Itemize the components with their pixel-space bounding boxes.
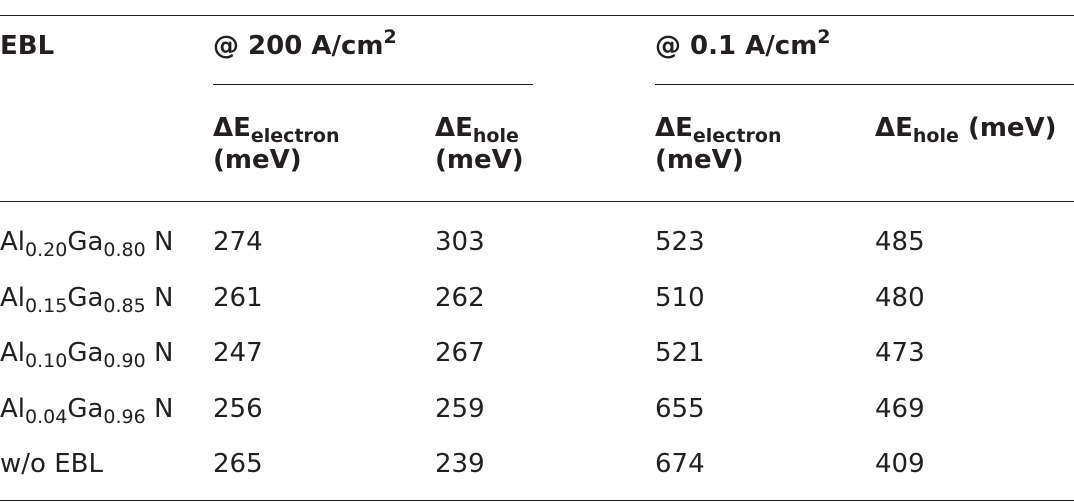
group-sup: 2 <box>817 26 831 48</box>
group-sup: 2 <box>383 26 397 48</box>
cell-value: 265 <box>213 449 263 479</box>
ebl-subscript: 0.04 <box>25 405 68 428</box>
ebl-subscript: 0.90 <box>103 350 146 372</box>
ebl-subscript: 0.80 <box>103 239 146 261</box>
ebl-element: Ga <box>67 227 104 257</box>
cell-value: 256 <box>213 393 263 424</box>
row-cell: 274 <box>213 226 263 258</box>
ebl-element: Al <box>0 282 26 313</box>
row-ebl: w/o EBL <box>0 448 103 480</box>
column-header: ΔEelectron (meV) <box>655 112 781 176</box>
column-header: ΔEhole (meV) <box>875 112 1057 147</box>
ebl-element: N <box>145 338 174 368</box>
row-cell: 239 <box>435 448 485 480</box>
column-sub: electron <box>250 125 340 147</box>
row-cell: 469 <box>875 393 925 425</box>
group-header: @ 0.1 A/cm2 <box>655 28 831 62</box>
column-sub: hole <box>912 125 959 147</box>
ebl-subscript: 0.10 <box>25 350 68 372</box>
ebl-element: Al <box>0 338 26 368</box>
group-rule <box>213 84 533 85</box>
column-symbol: ΔE <box>435 113 473 143</box>
column-unit: (meV) <box>655 145 744 175</box>
cell-value: 510 <box>655 282 705 313</box>
column-header: ΔEhole (meV) <box>435 112 524 176</box>
row-cell: 256 <box>213 393 263 425</box>
top-rule <box>0 15 1074 16</box>
cell-value: 267 <box>435 338 485 368</box>
cell-value: 409 <box>875 449 925 479</box>
row-cell: 480 <box>875 282 925 314</box>
column-header: ΔEelectron (meV) <box>213 112 339 176</box>
row-cell: 265 <box>213 448 263 480</box>
group-label: @ 0.1 A/cm <box>655 31 818 61</box>
ebl-subscript: 0.96 <box>103 405 146 428</box>
row-cell: 261 <box>213 282 263 314</box>
cell-value: 274 <box>213 227 263 257</box>
row-cell: 473 <box>875 337 925 369</box>
cell-value: 247 <box>213 338 263 368</box>
ebl-element: Ga <box>67 393 104 424</box>
header-rule <box>0 201 1074 202</box>
column-unit: (meV) <box>967 113 1057 143</box>
row-ebl: Al0.10Ga0.90 N <box>0 337 174 372</box>
ebl-element: N <box>145 227 174 257</box>
column-unit: (meV) <box>435 145 524 175</box>
cell-value: 485 <box>875 227 925 257</box>
cell-value: 655 <box>655 393 705 424</box>
column-unit: (meV) <box>213 145 302 175</box>
ebl-subscript: 0.20 <box>25 239 68 261</box>
cell-value: 523 <box>655 227 705 257</box>
row-cell: 523 <box>655 226 705 258</box>
group-rule <box>655 84 1074 85</box>
ebl-element: N <box>145 393 174 424</box>
row-ebl: Al0.04Ga0.96 N <box>0 393 174 428</box>
ebl-element: Ga <box>67 338 104 368</box>
row-cell: 259 <box>435 393 485 425</box>
row-cell: 510 <box>655 282 705 314</box>
row-cell: 247 <box>213 337 263 369</box>
cell-value: 469 <box>875 393 925 424</box>
bottom-rule <box>0 500 1074 501</box>
row-cell: 674 <box>655 448 705 480</box>
header-cell: EBL <box>0 30 54 62</box>
cell-value: 261 <box>213 282 263 313</box>
ebl-element: Al <box>0 393 26 424</box>
row-cell: 409 <box>875 448 925 480</box>
row-cell: 262 <box>435 282 485 314</box>
ebl-element: Ga <box>67 282 104 313</box>
row-cell: 485 <box>875 226 925 258</box>
ebl-subscript: 0.85 <box>103 294 146 317</box>
cell-value: 480 <box>875 282 925 313</box>
cell-value: 303 <box>435 227 485 257</box>
ebl-name: w/o EBL <box>0 449 103 479</box>
cell-value: 239 <box>435 449 485 479</box>
column-sub: electron <box>692 125 782 147</box>
cell-value: 674 <box>655 449 705 479</box>
cell-value: 473 <box>875 338 925 368</box>
row-cell: 267 <box>435 337 485 369</box>
row-ebl: Al0.15Ga0.85 N <box>0 282 174 317</box>
column-sub: hole <box>472 125 519 147</box>
row-ebl: Al0.20Ga0.80 N <box>0 226 174 261</box>
row-cell: 521 <box>655 337 705 369</box>
ebl-element: N <box>145 282 174 313</box>
cell-value: 259 <box>435 393 485 424</box>
row-cell: 303 <box>435 226 485 258</box>
group-label: @ 200 A/cm <box>213 31 384 61</box>
ebl-subscript: 0.15 <box>25 294 68 317</box>
column-symbol: ΔE <box>213 113 251 143</box>
column-symbol: ΔE <box>875 113 913 143</box>
column-symbol: ΔE <box>655 113 693 143</box>
header-ebl: EBL <box>0 31 55 61</box>
ebl-element: Al <box>0 227 26 257</box>
cell-value: 521 <box>655 338 705 368</box>
cell-value: 262 <box>435 282 485 313</box>
row-cell: 655 <box>655 393 705 425</box>
group-header: @ 200 A/cm2 <box>213 28 397 62</box>
